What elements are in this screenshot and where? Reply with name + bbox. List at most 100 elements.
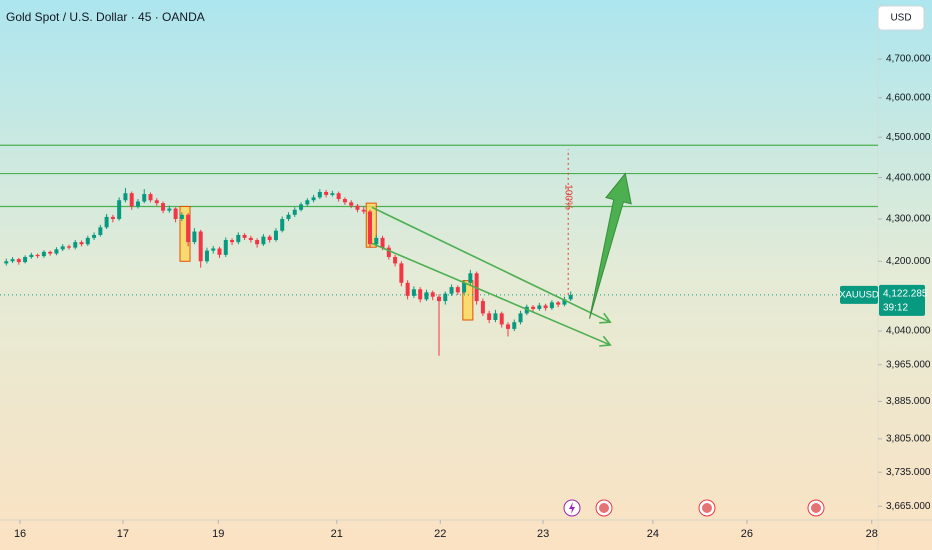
candle-body <box>330 193 335 195</box>
candle-body <box>443 293 448 302</box>
trendline-arrowhead <box>599 312 612 324</box>
candle-body <box>487 313 492 320</box>
x-tick-label: 19 <box>212 528 224 540</box>
y-tick-label: 4,400.000 <box>886 172 931 183</box>
currency-button[interactable] <box>877 5 925 31</box>
candle-body <box>299 204 304 210</box>
candle-body <box>248 237 253 240</box>
candle-body <box>324 191 329 195</box>
candle-body <box>154 200 159 204</box>
candle-body <box>393 256 398 264</box>
candle-body <box>305 200 310 205</box>
candle-body <box>368 211 373 245</box>
candle-body <box>186 214 191 243</box>
candle-body <box>35 254 40 257</box>
symbol-badge <box>840 285 878 304</box>
candle-body <box>161 203 166 211</box>
candle-body <box>117 200 122 219</box>
candle-body <box>386 247 391 257</box>
y-tick-label: 3,665.000 <box>886 501 931 512</box>
candle-body <box>399 263 404 283</box>
last-price-label: 4,122.285 <box>883 288 928 299</box>
candle-body <box>85 237 90 245</box>
candle-body <box>311 197 316 201</box>
y-tick-label: 3,735.000 <box>886 467 931 478</box>
highlight-box <box>462 280 474 321</box>
y-tick-label: 4,500.000 <box>886 132 931 143</box>
candle-body <box>230 239 235 243</box>
candle-body <box>355 205 360 210</box>
candle-body <box>405 282 410 296</box>
candle-body <box>418 289 423 300</box>
candle-body <box>537 305 542 309</box>
trendline-arrowhead <box>599 335 612 347</box>
candle-body <box>568 294 573 300</box>
x-tick-label: 24 <box>647 528 659 540</box>
candle-body <box>261 236 266 245</box>
candle-body <box>167 208 172 211</box>
target-label: 100% <box>563 184 574 210</box>
candle-body <box>280 218 285 231</box>
candle-body <box>562 299 567 305</box>
currency-label[interactable]: USD <box>890 13 911 24</box>
last-price-badge <box>879 284 925 316</box>
candle-body <box>104 216 109 228</box>
event-icon-glyph <box>702 503 712 513</box>
candle-body <box>129 193 134 207</box>
trendline <box>371 242 611 346</box>
candle-body <box>16 259 21 263</box>
candle-body <box>424 292 429 300</box>
candle-body <box>455 287 460 293</box>
candle-body <box>242 234 247 238</box>
x-tick-label: 26 <box>741 528 753 540</box>
candle-body <box>10 259 15 262</box>
event-icon-glyph <box>599 503 609 513</box>
candle-body <box>430 292 435 297</box>
candle-body <box>374 237 379 245</box>
plot: 100% <box>0 144 878 356</box>
y-tick-label: 4,700.000 <box>886 54 931 65</box>
candle-body <box>110 216 115 219</box>
candle-body <box>336 193 341 200</box>
y-tick-label: 3,885.000 <box>886 396 931 407</box>
candle-body <box>292 209 297 215</box>
candle-body <box>217 248 222 255</box>
candle-body <box>549 302 554 309</box>
y-tick-label: 3,965.000 <box>886 359 931 370</box>
y-tick-label: 4,040.000 <box>886 326 931 337</box>
projection-arrow <box>589 172 632 319</box>
candle-body <box>499 313 504 325</box>
candle-body <box>380 237 385 248</box>
candle-body <box>468 273 473 283</box>
candle-body <box>493 313 498 320</box>
candle-body <box>135 201 140 207</box>
candle-body <box>236 234 241 243</box>
countdown-label: 39:12 <box>883 302 908 313</box>
candle-body <box>480 301 485 314</box>
event-icon-glyph <box>811 503 821 513</box>
candle-body <box>317 191 322 198</box>
candle-body <box>73 242 78 248</box>
candle-body <box>148 194 153 201</box>
candle-body <box>361 209 366 212</box>
candle-body <box>60 246 65 250</box>
candle-body <box>267 236 272 240</box>
symbol-label: XAUUSD <box>839 289 879 300</box>
x-tick-label: 28 <box>866 528 878 540</box>
candle-body <box>437 296 441 302</box>
candle-body <box>449 287 454 294</box>
candle-body <box>29 254 34 257</box>
x-tick-label: 21 <box>331 528 343 540</box>
candle-body <box>192 231 197 243</box>
y-tick-label: 4,600.000 <box>886 92 931 103</box>
candle-body <box>462 282 467 293</box>
y-tick-label: 3,805.000 <box>886 433 931 444</box>
candle-body <box>505 324 510 329</box>
candle-body <box>342 199 347 203</box>
candle-body <box>411 289 416 296</box>
candle-body <box>349 202 354 206</box>
candle-body <box>4 261 9 264</box>
trendline <box>371 206 611 323</box>
chart-title: Gold Spot / U.S. Dollar · 45 · OANDA <box>6 10 205 24</box>
